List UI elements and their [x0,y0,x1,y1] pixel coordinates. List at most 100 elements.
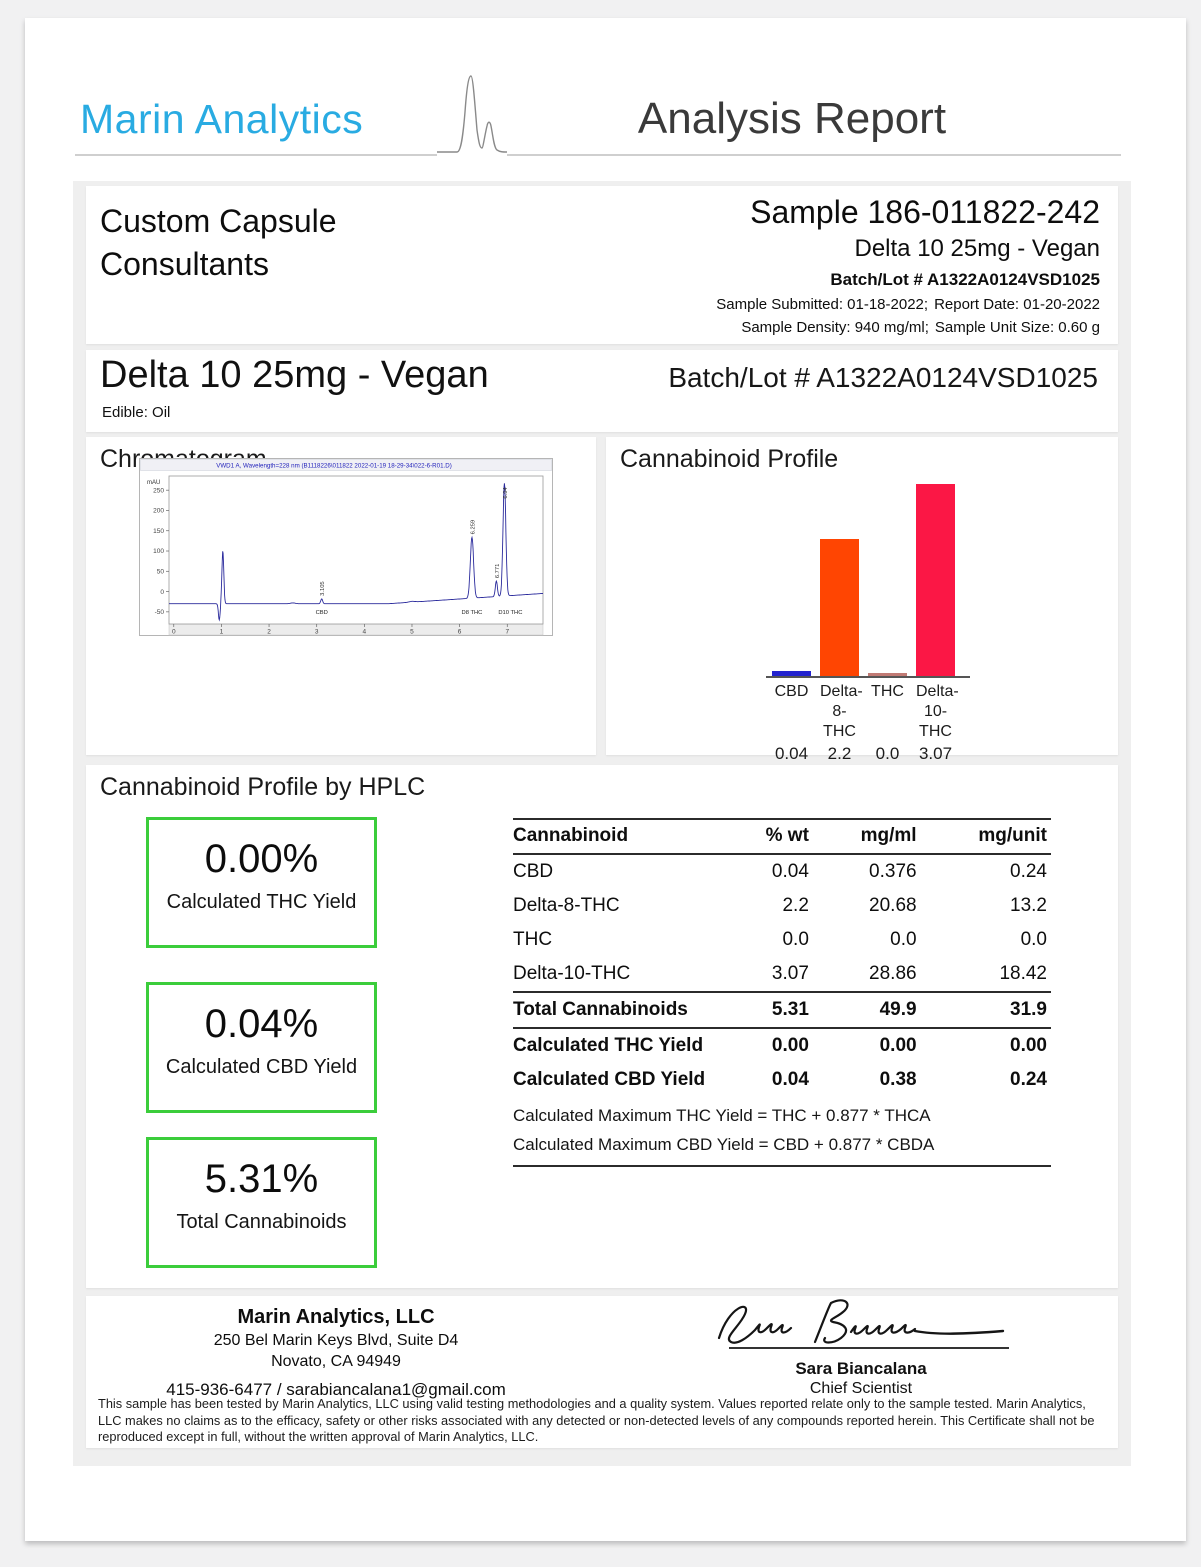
row-value: 20.68 [869,895,917,916]
column-header: mg/unit [920,818,1051,855]
lab-address-line2: Novato, CA 94949 [271,1353,401,1370]
x-tick-label: 4 [363,629,367,636]
sample-details: Sample 186-011822-242 Delta 10 25mg - Ve… [710,194,1100,336]
x-tick-label: 1 [220,629,224,636]
hplc-card: Cannabinoid Profile by HPLC 0.00% Calcul… [86,765,1118,1288]
x-tick-label: 3 [315,629,319,636]
row-value: 49.9 [812,991,921,1029]
cbd-yield-value: 0.04% [204,1002,319,1046]
cbd-yield-box: 0.04% Calculated CBD Yield [146,982,377,1113]
signature-block: Sara Biancalana Chief Scientist [686,1298,1036,1398]
y-tick-label: -50 [155,609,165,616]
table-row: Total Cannabinoids 5.31 49.9 31.9 [513,991,1051,1029]
x-tick-label: 5 [410,629,414,636]
charts-row: Chromatogram VWD1 A, Wavelength=228 nm (… [86,437,1118,763]
product-name: Delta 10 25mg - Vegan [100,354,489,396]
row-value: 28.86 [869,963,917,984]
x-tick-label: 0 [172,629,176,636]
lab-company-name: Marin Analytics, LLC [237,1306,435,1328]
total-cannabinoids-value: 5.31% [204,1157,319,1201]
sample-id: Sample 186-011822-242 [750,194,1100,230]
cannabinoid-profile-title: Cannabinoid Profile [620,445,839,473]
total-cannabinoids-label: Total Cannabinoids [176,1211,347,1233]
plot-title-bar [140,459,552,471]
plot-title: VWD1 A, Wavelength=228 nm (B1118226\0118… [216,463,452,470]
total-cannabinoids-box: 5.31% Total Cannabinoids [146,1137,377,1268]
lab-contact: 415-936-6477 / sarabiancalana1@gmail.com [166,1380,506,1399]
row-value: 0.04 [771,861,809,882]
y-tick-label: 250 [153,487,164,494]
client-name: Custom Capsule Consultants [100,200,337,286]
footer-card: Marin Analytics, LLC 250 Bel Marin Keys … [86,1296,1118,1448]
content-board: Custom Capsule Consultants Sample 186-01… [73,181,1131,1466]
sample-dates: Sample Submitted: 01-18-2022; Report Date… [710,296,1100,313]
y-tick-label: 0 [160,589,164,596]
thc-yield-value: 0.00% [204,837,319,881]
peak-rt-label: 3.105 [320,581,326,596]
row-value: 0.00 [728,1027,813,1063]
bar-value-label: 0.0 [875,744,900,763]
peak-rt-label: 6.771 [495,564,501,579]
row-value: 0.00 [920,1027,1051,1063]
bar-chart-bars [766,480,970,678]
row-value: 5.31 [728,991,813,1029]
peak-rt-label: 6.94 [503,487,509,499]
peak-compound-label: D10 THC [498,610,522,616]
product-form: Edible: Oil [102,404,171,421]
row-value: 0.24 [1010,1069,1047,1090]
bar-chart-category-labels: CBD Delta- 8-THC THC Delta- 10- THC [766,682,970,740]
table-row: CBD 0.04 0.376 0.24 [513,854,1051,889]
row-value: 18.42 [999,963,1047,984]
signature [717,1299,1009,1349]
row-value: 0.00 [812,1027,921,1063]
report-page: Marin Analytics Analysis Report Custom C… [25,18,1186,1541]
signer-name: Sara Biancalana [795,1359,927,1378]
thc-yield-box: 0.00% Calculated THC Yield [146,817,377,948]
table-row: Delta-8-THC 2.2 20.68 13.2 [513,889,1051,923]
bar-value-label: 0.04 [774,744,809,763]
row-label: Total Cannabinoids [513,991,728,1029]
peak-compound-label: D8 THC [462,610,483,616]
y-tick-label: 200 [153,508,164,515]
sample-product-name: Delta 10 25mg - Vegan [854,235,1101,262]
bar-chart-value-labels: 0.04 2.2 0.0 3.07 [766,744,970,764]
row-label: Delta-10-THC [513,963,631,984]
bar-category-label: THC [871,683,904,700]
thc-yield-formula: Calculated Maximum THC Yield = THC + 0.8… [513,1106,931,1125]
y-tick-label: 150 [153,528,164,535]
lab-address-line1: 250 Bel Marin Keys Blvd, Suite D4 [213,1332,459,1349]
cbd-yield-label: Calculated CBD Yield [165,1056,358,1078]
table-row: THC 0.0 0.0 0.0 [513,923,1051,957]
chromatogram-card: Chromatogram VWD1 A, Wavelength=228 nm (… [86,437,596,755]
bar-thc [868,673,907,676]
bar-value-label: 3.07 [918,744,953,763]
y-axis-unit: mAU [147,480,160,486]
sample-density: Sample Density: 940 mg/ml; [741,319,929,336]
bar-category-label: CBD [774,683,809,700]
row-label: Calculated THC Yield [513,1027,728,1063]
row-label: THC [513,929,553,950]
row-value: 0.38 [879,1069,917,1090]
brand-logo-text: Marin Analytics [80,96,364,142]
row-value: 0.0 [890,929,917,950]
row-value: 2.2 [782,895,809,916]
product-batch-lot: Batch/Lot # A1322A0124VSD1025 [668,362,1098,393]
peak-compound-label: CBD [316,610,328,616]
x-tick-label: 6 [458,629,462,636]
client-name-line2: Consultants [100,246,269,282]
row-label: CBD [513,861,554,882]
signal-trace [169,483,543,622]
y-tick-label: 50 [157,568,165,575]
chromatogram-plot: VWD1 A, Wavelength=228 nm (B1118226\0118… [139,458,553,636]
row-value: 0.24 [1010,861,1047,882]
table-row: Delta-10-THC 3.07 28.86 18.42 [513,957,1051,992]
row-value: 0.04 [771,1069,809,1090]
y-tick-label: 100 [153,548,164,555]
hplc-title: Cannabinoid Profile by HPLC [100,773,426,801]
row-value: 31.9 [920,991,1051,1029]
plot-area [168,475,544,625]
row-value: 0.0 [782,929,809,950]
bar-category-label: Delta- 10- THC [916,683,959,740]
row-label: Calculated CBD Yield [513,1069,706,1090]
sample-submitted-date: Sample Submitted: 01-18-2022; [716,296,929,313]
